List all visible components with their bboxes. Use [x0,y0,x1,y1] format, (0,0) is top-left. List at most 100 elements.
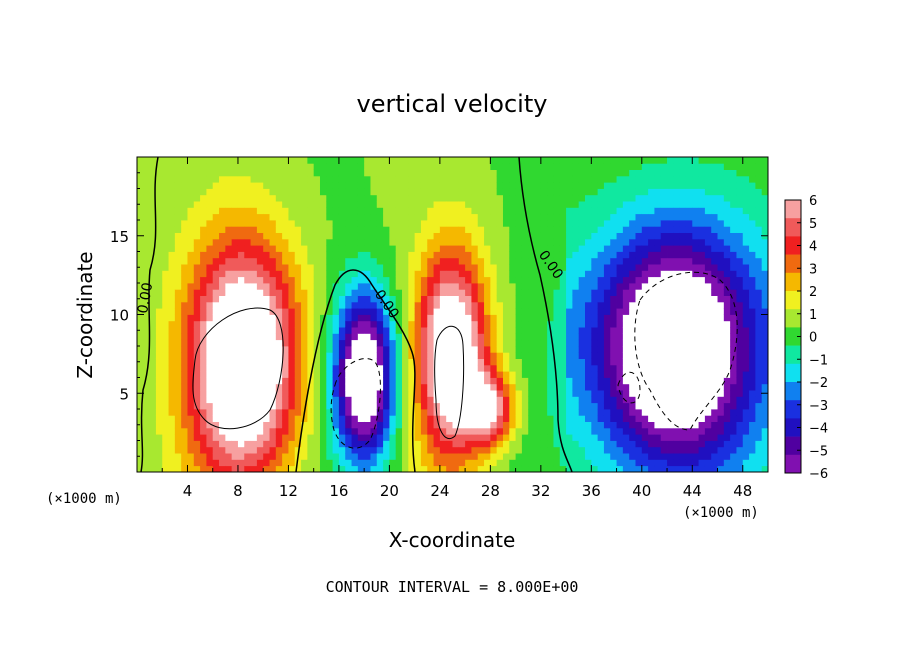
heatmap-cell [288,446,296,454]
heatmap-cell [420,163,428,170]
heatmap-cell [490,257,498,265]
heatmap-cell [212,409,220,416]
heatmap-cell [749,226,756,233]
heatmap-cell [654,465,662,473]
heatmap-cell [736,270,744,278]
heatmap-cell [761,169,769,177]
heatmap-cell [635,182,643,189]
heatmap-cell [540,314,548,322]
heatmap-cell [155,402,163,410]
heatmap-cell [446,415,453,422]
heatmap-cell [174,220,182,227]
heatmap-cell [357,295,365,303]
heatmap-cell [471,264,479,271]
heatmap-cell [654,182,662,189]
heatmap-cell [370,390,378,397]
heatmap-cell [591,465,599,473]
heatmap-cell [698,238,706,246]
heatmap-cell [547,194,554,202]
heatmap-cell [540,232,548,240]
heatmap-cell [193,226,201,233]
heatmap-cell [162,352,169,359]
heatmap-cell [155,251,163,259]
heatmap-cell [439,257,447,265]
heatmap-cell [660,390,668,397]
heatmap-cell [149,364,157,372]
heatmap-cell [704,465,712,473]
heatmap-cell [143,169,151,177]
heatmap-cell [723,194,731,202]
heatmap-cell [692,264,699,271]
heatmap-cell [319,169,327,177]
heatmap-cell [515,175,523,183]
heatmap-cell [616,289,624,296]
heatmap-cell [610,308,617,315]
heatmap-cell [212,257,220,265]
heatmap-cell [225,308,233,315]
heatmap-cell [641,339,649,347]
heatmap-cell [685,301,693,309]
heatmap-cell [231,371,239,378]
heatmap-cell [471,327,479,334]
heatmap-cell [559,157,567,164]
heatmap-cell [755,264,763,271]
heatmap-cell [301,251,308,259]
heatmap-cell [673,346,681,353]
heatmap-cell [635,371,643,378]
heatmap-cell [761,201,769,208]
heatmap-cell [433,188,441,196]
heatmap-cell [603,402,611,410]
heatmap-cell [288,207,296,215]
heatmap-cell [275,257,283,265]
heatmap-cell [200,188,207,196]
heatmap-cell [269,245,277,252]
heatmap-cell [212,264,220,271]
heatmap-cell [597,213,605,221]
heatmap-cell [446,333,453,341]
heatmap-cell [174,427,182,435]
heatmap-cell [370,383,378,391]
heatmap-cell [610,390,617,397]
heatmap-cell [237,213,245,221]
heatmap-cell [137,346,144,353]
heatmap-cell [629,194,636,202]
heatmap-cell [452,276,460,284]
heatmap-cell [755,358,763,366]
heatmap-cell [723,383,731,391]
heatmap-cell [269,213,277,221]
heatmap-cell [351,364,359,372]
heatmap-cell [641,402,649,410]
heatmap-cell [282,352,289,359]
heatmap-cell [433,314,441,322]
heatmap-cell [692,220,699,227]
heatmap-cell [509,459,516,467]
heatmap-cell [679,182,687,189]
heatmap-cell [370,295,378,303]
heatmap-cell [597,188,605,196]
heatmap-cell [496,270,504,278]
heatmap-cell [212,453,220,460]
heatmap-cell [521,396,529,404]
heatmap-cell [231,446,239,454]
heatmap-cell [446,276,453,284]
heatmap-cell [402,427,409,435]
heatmap-cell [484,188,491,196]
heatmap-cell [282,390,289,397]
heatmap-cell [509,163,516,170]
heatmap-cell [193,427,201,435]
heatmap-cell [616,333,624,341]
heatmap-cell [174,201,182,208]
heatmap-cell [174,270,182,278]
heatmap-cell [660,402,668,410]
heatmap-cell [496,364,504,372]
heatmap-cell [698,314,706,322]
heatmap-cell [534,364,542,372]
heatmap-cell [553,352,561,359]
heatmap-cell [250,175,258,183]
heatmap-cell [622,220,630,227]
heatmap-cell [528,220,535,227]
heatmap-cell [193,232,201,240]
heatmap-cell [338,289,346,296]
heatmap-cell [597,440,605,448]
heatmap-cell [559,421,567,429]
